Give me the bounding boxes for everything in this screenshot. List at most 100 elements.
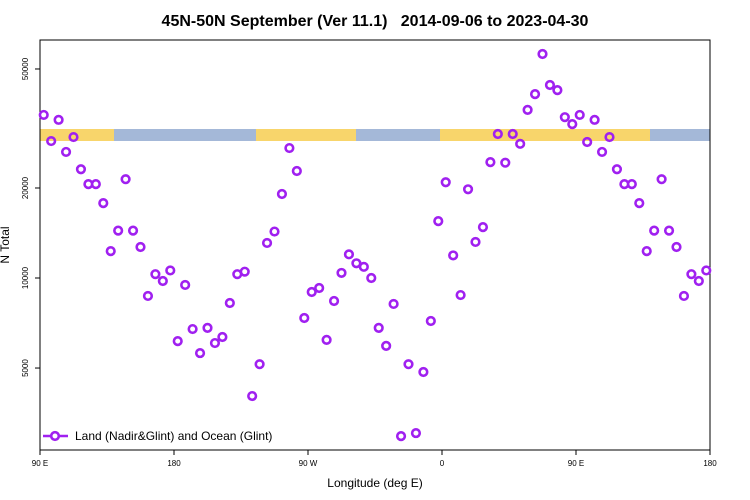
data-point: [157, 275, 168, 287]
legend-label: Land (Nadir&Glint) and Ocean (Glint): [75, 429, 272, 443]
data-point: [537, 48, 548, 60]
data-point: [321, 334, 332, 345]
data-point: [686, 269, 697, 280]
data-point: [284, 142, 295, 154]
data-point: [194, 347, 206, 359]
data-point: [440, 177, 451, 188]
data-point: [395, 431, 407, 442]
data-point: [388, 298, 399, 310]
data-point: [343, 249, 355, 260]
data-point: [582, 136, 593, 148]
data-point: [261, 237, 273, 249]
data-point: [60, 146, 72, 158]
x-tick-label: 90 E: [32, 459, 48, 468]
data-point: [217, 331, 228, 343]
data-point: [448, 250, 459, 261]
data-point: [701, 265, 712, 276]
data-point: [515, 138, 526, 149]
data-point: [247, 390, 258, 402]
data-point: [634, 198, 645, 209]
x-tick-label: 0: [440, 459, 445, 468]
data-point: [306, 286, 317, 298]
y-tick-label: 50000: [21, 57, 30, 80]
data-point: [46, 135, 57, 147]
data-point: [574, 109, 585, 121]
data-point: [418, 366, 429, 378]
data-point: [522, 104, 533, 115]
data-point: [649, 225, 660, 236]
data-point: [492, 128, 503, 140]
data-point: [53, 114, 64, 125]
x-axis-label: Longitude (deg E): [327, 476, 422, 490]
data-point: [127, 225, 139, 236]
data-point: [604, 131, 615, 143]
data-point: [529, 89, 541, 100]
data-point: [75, 164, 87, 175]
data-point: [663, 225, 675, 236]
data-point: [589, 114, 600, 125]
land-band: [440, 129, 650, 141]
data-point: [381, 340, 392, 351]
data-point: [328, 295, 340, 307]
data-point: [410, 427, 422, 439]
data-point: [500, 157, 511, 168]
data-point: [336, 267, 347, 279]
data-point: [120, 174, 131, 185]
data-point: [239, 266, 250, 277]
data-point: [559, 112, 570, 123]
data-point: [693, 275, 704, 287]
data-point: [142, 290, 154, 302]
data-point: [269, 226, 280, 237]
data-point: [544, 79, 556, 91]
data-point: [567, 119, 578, 130]
data-point: [105, 246, 116, 257]
data-point: [291, 165, 302, 177]
data-point: [678, 290, 690, 302]
data-point: [113, 225, 124, 236]
land-band: [256, 129, 356, 141]
data-point: [455, 289, 466, 301]
data-point: [172, 336, 183, 347]
data-point: [596, 146, 608, 158]
data-point: [187, 323, 198, 335]
data-point: [90, 179, 101, 190]
x-tick-label: 90 W: [299, 459, 318, 468]
x-tick-label: 90 E: [568, 459, 584, 468]
data-point: [507, 128, 518, 140]
data-point: [403, 359, 414, 370]
legend-marker: [49, 430, 61, 442]
data-point: [135, 241, 146, 253]
data-point: [366, 272, 377, 284]
data-point: [671, 241, 682, 253]
data-point: [150, 269, 161, 280]
data-point: [358, 261, 369, 272]
data-point: [98, 198, 109, 209]
data-point: [611, 164, 623, 175]
data-point: [470, 236, 481, 248]
data-point: [552, 84, 563, 96]
y-tick-label: 5000: [21, 359, 30, 377]
data-point: [462, 184, 474, 195]
x-tick-label: 180: [167, 459, 181, 468]
data-point: [38, 109, 49, 121]
data-point: [202, 322, 213, 334]
data-point: [254, 359, 265, 370]
data-point: [641, 246, 652, 257]
data-point: [425, 315, 436, 327]
y-axis-label: N Total: [0, 226, 12, 263]
data-point: [433, 215, 444, 227]
data-point: [485, 157, 496, 168]
plot-frame: [39, 39, 711, 451]
data-point: [299, 312, 310, 324]
chart-title: 45N-50N September (Ver 11.1) 2014-09-06 …: [162, 13, 589, 30]
data-point: [180, 279, 191, 291]
data-point: [165, 265, 176, 276]
y-tick-label: 10000: [21, 266, 30, 289]
data-point: [276, 188, 288, 200]
data-point: [224, 297, 235, 309]
data-point: [477, 221, 489, 233]
data-point: [314, 282, 325, 294]
data-point: [373, 322, 384, 334]
x-tick-label: 180: [703, 459, 717, 468]
